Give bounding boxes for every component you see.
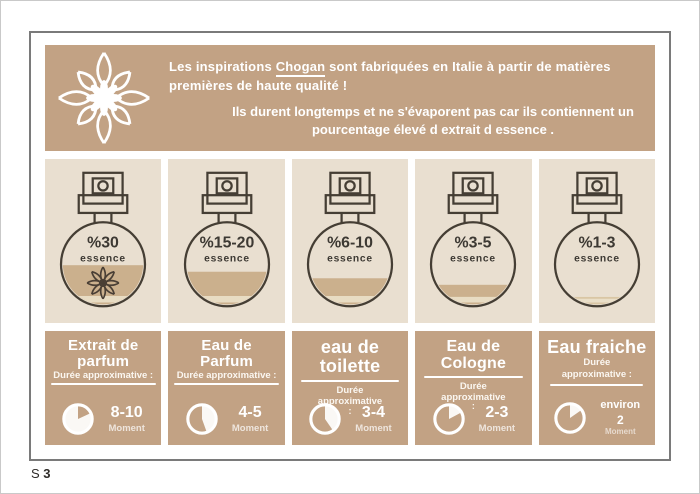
duration-unit: Moment [478, 422, 516, 434]
duration-row: environ 2 Moment [539, 399, 655, 436]
clock-pie-icon [62, 403, 95, 435]
page-number: S 3 [31, 466, 51, 481]
bottle-column-cologne: %3-5 essence [415, 159, 532, 323]
duration-colon: : [471, 401, 475, 412]
duration-value: 8-10 [110, 404, 143, 422]
bottle-column-parfum: %15-20 essence [168, 159, 285, 323]
header-text: Les inspirations Chogan sont fabriquées … [163, 57, 655, 139]
underline-divider [174, 382, 279, 385]
panel-title: Eau fraiche [547, 337, 647, 357]
header-line2: Ils durent longtemps et ne s'évaporent p… [232, 103, 634, 137]
duration-label: Durée approximative : [176, 370, 277, 382]
panel-title: Eau de Parfum [200, 337, 254, 371]
panel-title: Eau de Cologne [440, 338, 507, 373]
bottle-flower-ornament [86, 266, 120, 300]
header-line1-suffix: sont fabriquées en Italie à partir de ma… [169, 58, 611, 94]
duration-unit: Moment [108, 422, 145, 434]
duration-row: 4-5 Moment [168, 402, 284, 436]
panel-eau-fraiche: Eau fraiche Durée approximative : enviro… [538, 331, 655, 445]
duration-row: 2-3 Moment [415, 402, 531, 436]
header-line1-prefix: Les inspirations [169, 58, 276, 74]
perfume-bottle-icon: %15-20 essence [183, 171, 270, 308]
duration-label: Durée approximative : [53, 370, 154, 382]
essence-label: essence [204, 253, 250, 264]
duration-value: 2-3 [485, 404, 509, 422]
duration-label: Durée approximative [317, 384, 383, 408]
duration-text: 2-3 Moment [479, 404, 515, 434]
bottle-column-toilette: %6-10 essence [291, 159, 409, 323]
essence-percent: %3-5 [455, 234, 492, 251]
underline-divider [300, 379, 400, 382]
duration-label: Durée approximative [441, 380, 506, 403]
clock-pie-icon [432, 403, 465, 435]
duration-value: 4-5 [238, 404, 262, 422]
duration-row: 8-10 Moment [45, 402, 161, 436]
clock-pie-icon [554, 401, 587, 434]
duration-unit: Moment [604, 427, 636, 436]
essence-label: essence [327, 253, 373, 264]
duration-value: 3-4 [361, 404, 386, 422]
panel-eau-de-toilette: eau de toilette Durée approximative : 3-… [291, 331, 409, 445]
bottle-column-fraiche: %1-3 essence [538, 159, 655, 323]
duration-text: 8-10 Moment [108, 404, 144, 434]
panels-row: Extrait de parfum Durée approximative : … [45, 331, 655, 445]
duration-prefix: environ [600, 399, 641, 412]
duration-label: Durée approximative : [561, 357, 632, 380]
essence-label: essence [574, 253, 620, 264]
perfume-bottle-icon: %6-10 essence [306, 171, 394, 308]
perfume-bottle-icon: %1-3 essence [553, 171, 640, 308]
chogan-flower-logo [45, 51, 163, 145]
duration-text: 4-5 Moment [232, 404, 268, 434]
essence-percent: %30 [87, 234, 119, 251]
duration-unit: Moment [355, 422, 392, 434]
brand-name: Chogan [275, 58, 326, 77]
duration-colon: : [348, 405, 352, 416]
panel-extrait-de-parfum: Extrait de parfum Durée approximative : … [45, 331, 162, 445]
essence-percent: %1-3 [578, 234, 615, 251]
panel-eau-de-cologne: Eau de Cologne Durée approximative : 2-3 [415, 331, 532, 445]
essence-percent: %15-20 [199, 234, 254, 251]
panel-title: Extrait de parfum [68, 337, 139, 371]
duration-text: environ 2 Moment [600, 399, 640, 436]
bottles-row: %30 essence [45, 159, 655, 323]
header-block: Les inspirations Chogan sont fabriquées … [45, 45, 655, 151]
duration-value: 2 [616, 412, 624, 427]
duration-unit: Moment [231, 422, 269, 434]
underline-divider [50, 382, 156, 385]
perfume-bottle-icon: %3-5 essence [430, 171, 517, 308]
slide-frame: Les inspirations Chogan sont fabriquées … [29, 31, 671, 461]
essence-label: essence [451, 253, 497, 264]
clock-pie-icon [309, 403, 342, 435]
flower-mandala-icon [58, 52, 150, 144]
header-line1: Les inspirations Chogan sont fabriquées … [169, 57, 635, 96]
underline-divider [550, 384, 644, 387]
essence-label: essence [80, 253, 126, 264]
panel-title: eau de toilette [319, 337, 381, 377]
panel-eau-de-parfum: Eau de Parfum Durée approximative : 4-5 … [168, 331, 285, 445]
essence-percent: %6-10 [327, 234, 373, 251]
duration-text: 3-4 Moment [355, 404, 391, 434]
underline-divider [423, 375, 523, 378]
duration-row: 3-4 Moment [292, 402, 408, 436]
perfume-bottle-icon: %30 essence [60, 171, 147, 308]
bottle-column-extrait: %30 essence [45, 159, 162, 323]
clock-pie-icon [186, 403, 218, 435]
